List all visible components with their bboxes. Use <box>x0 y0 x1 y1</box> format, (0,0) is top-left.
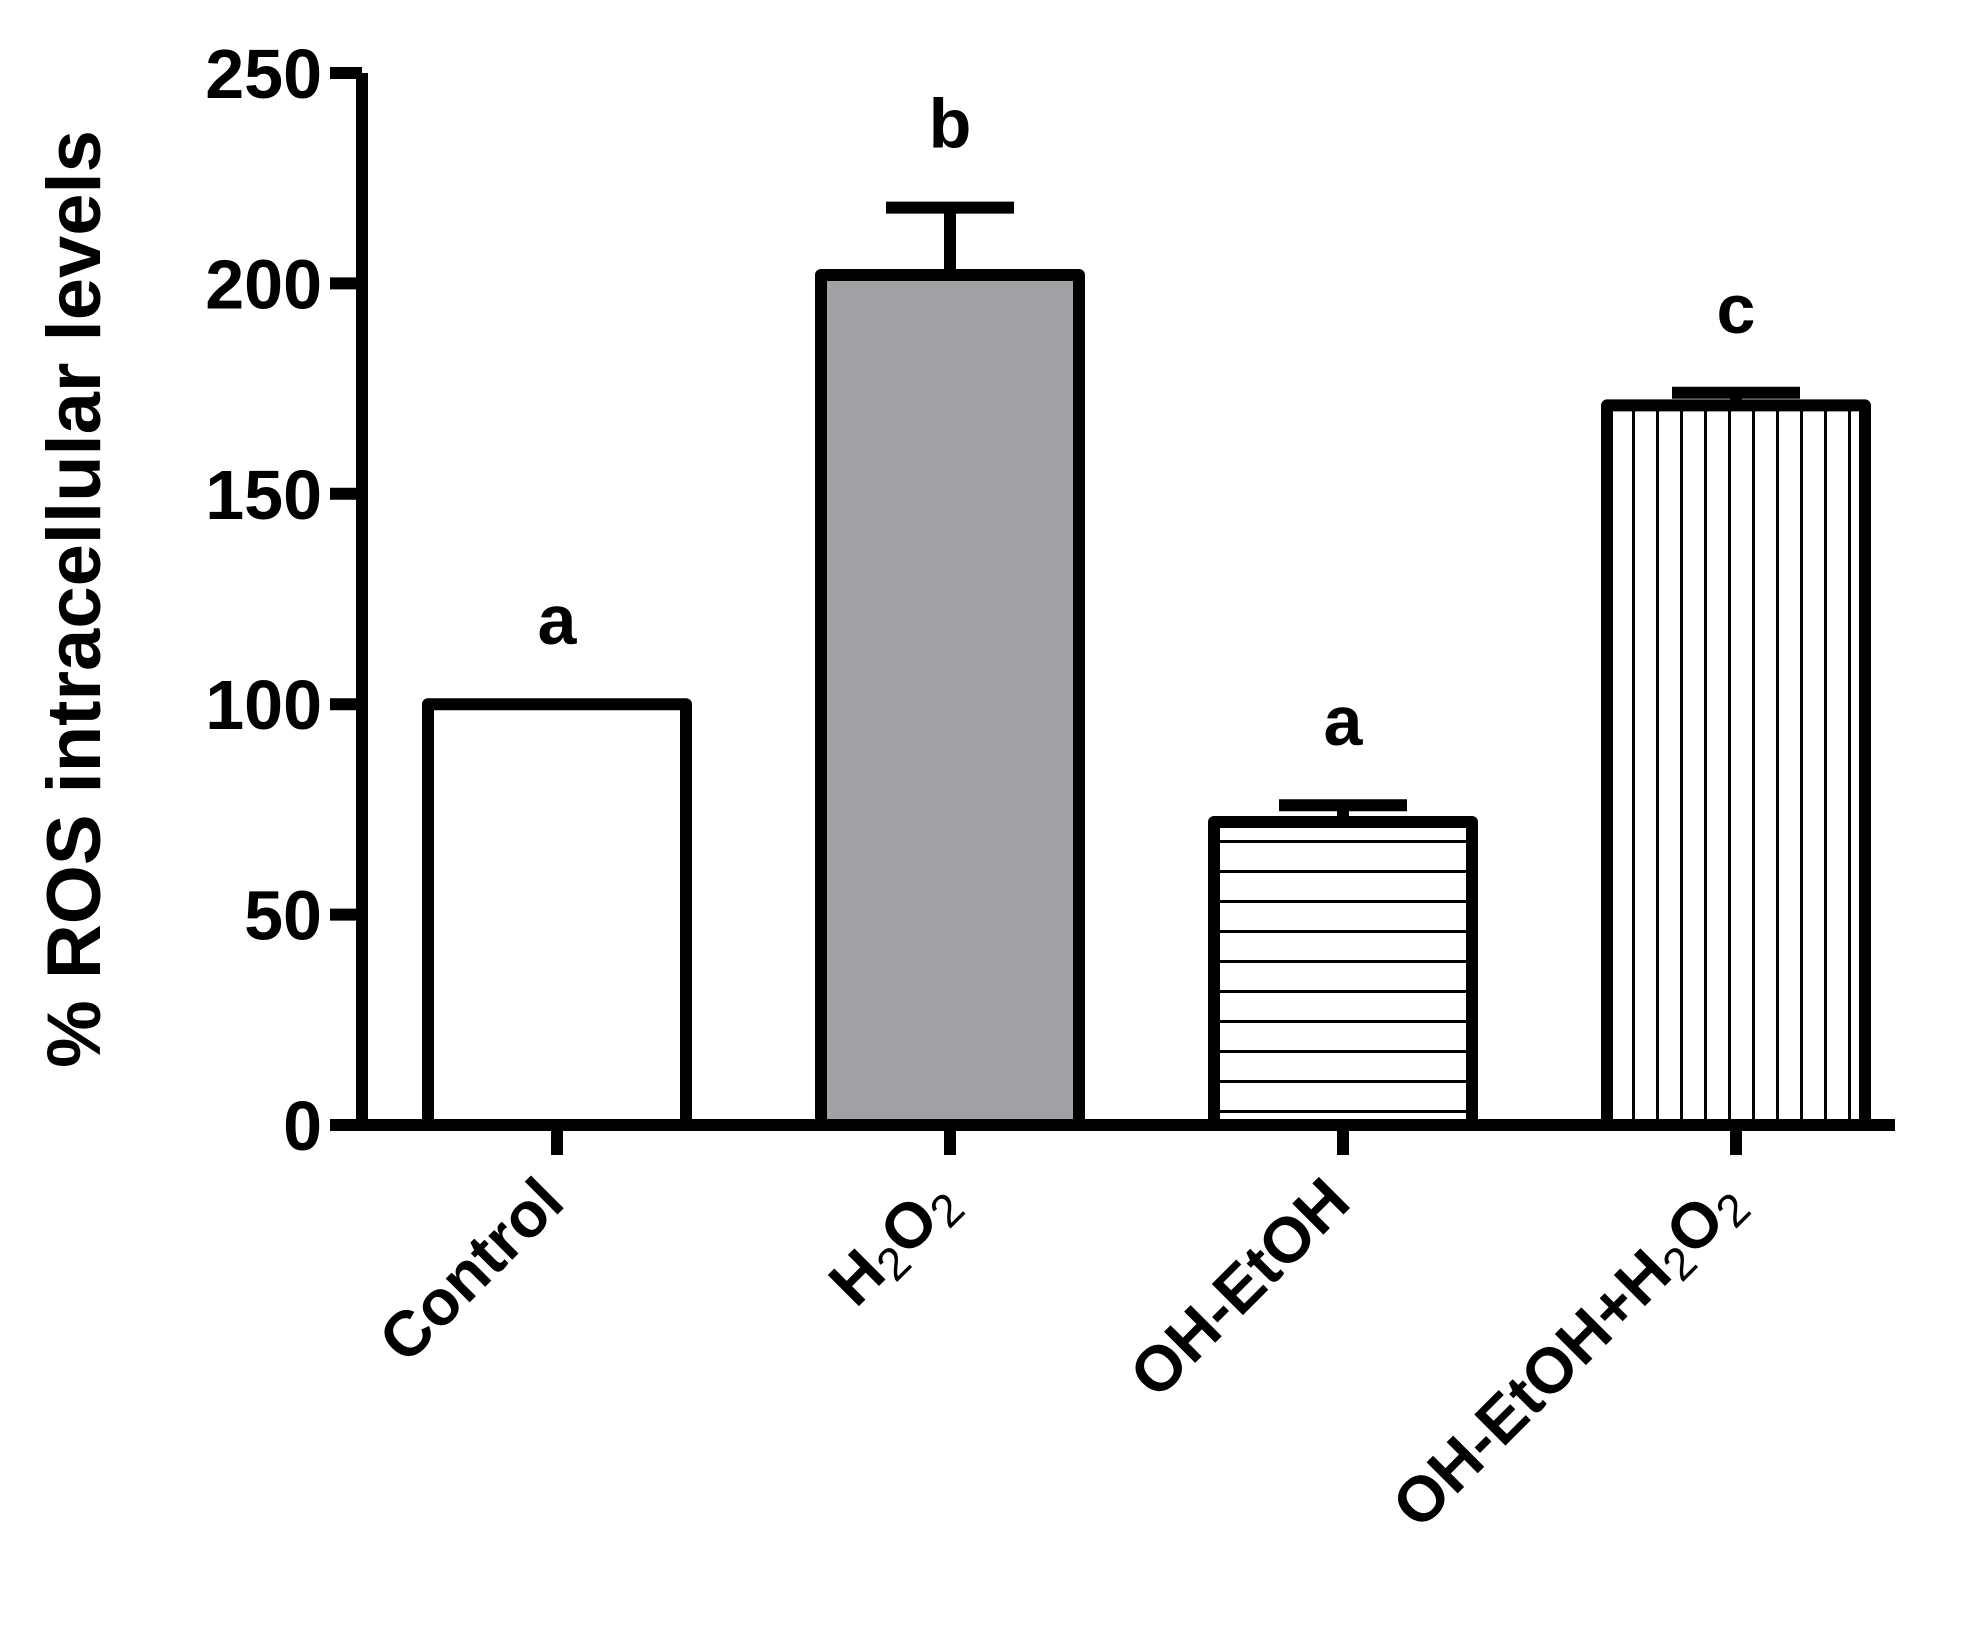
bar <box>1208 816 1478 1131</box>
significance-letter: b <box>929 85 972 163</box>
x-tick-label: Control <box>365 1164 577 1376</box>
bar <box>422 698 692 1131</box>
bars-group <box>422 201 1871 1131</box>
y-tick-label: 50 <box>244 877 322 955</box>
axes-group <box>330 67 1895 1155</box>
significance-letter: a <box>1324 682 1364 760</box>
bar <box>815 268 1085 1131</box>
bar <box>1601 399 1871 1131</box>
y-tick-label: 100 <box>205 666 322 744</box>
significance-letter: c <box>1717 270 1756 348</box>
significance-letter: a <box>538 581 578 659</box>
y-tick-label: 150 <box>205 456 322 534</box>
x-tick-label: H2O2 <box>815 1164 974 1323</box>
x-tick-label: OH-EtOH+H2O2 <box>1378 1164 1760 1546</box>
y-tick-label: 0 <box>283 1087 322 1165</box>
y-tick-label: 250 <box>205 35 322 113</box>
x-tick-label: OH-EtOH <box>1116 1164 1363 1411</box>
y-axis-title: % ROS intracellular levels <box>32 130 117 1068</box>
y-tick-label: 200 <box>205 245 322 323</box>
